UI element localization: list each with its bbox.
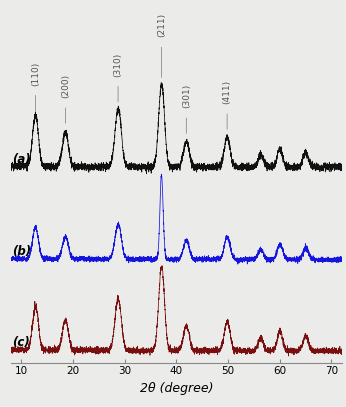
Text: (b): (b)	[12, 245, 31, 258]
Text: (a): (a)	[12, 153, 31, 166]
Text: (110): (110)	[31, 61, 40, 85]
Text: (310): (310)	[113, 53, 122, 77]
X-axis label: 2θ (degree): 2θ (degree)	[140, 382, 213, 395]
Text: (211): (211)	[157, 13, 166, 37]
Text: (200): (200)	[61, 74, 70, 98]
Text: (c): (c)	[12, 337, 30, 350]
Text: (301): (301)	[182, 84, 191, 108]
Text: (411): (411)	[222, 80, 231, 104]
